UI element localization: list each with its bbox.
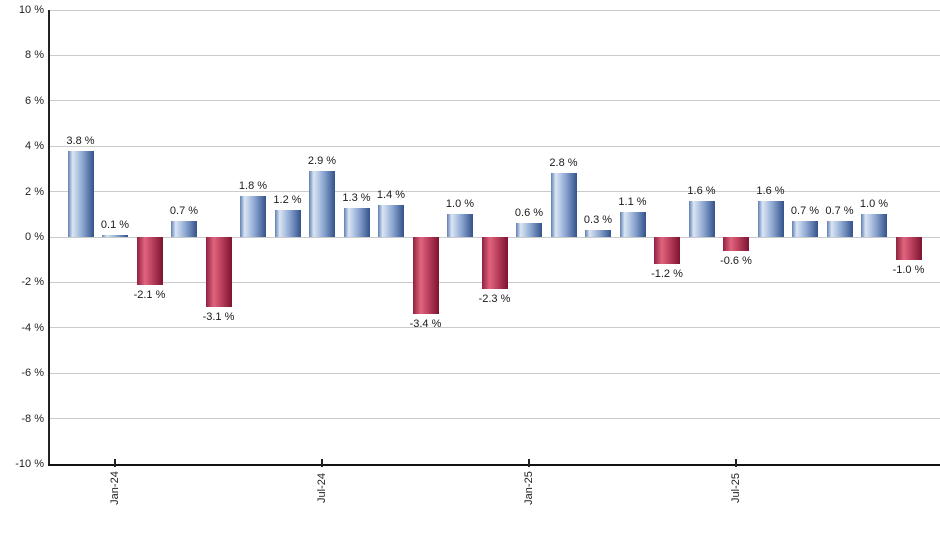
bar-positive[interactable] [585,230,611,237]
x-axis-tick [114,459,116,467]
y-axis-line [48,10,50,466]
bar-positive[interactable] [102,234,128,237]
x-axis-tick-label: Jan-24 [109,471,121,505]
bar-positive[interactable] [550,173,577,237]
bar-positive[interactable] [619,212,646,237]
x-axis-line [48,464,940,466]
gridline [49,418,940,420]
gridline [49,327,940,329]
bar-positive[interactable] [378,205,404,237]
y-axis-tick-label: 0 % [25,231,44,243]
y-axis-tick-label: 8 % [25,49,44,62]
bar-positive[interactable] [447,214,473,237]
bar-value-label: 0.6 % [514,207,544,220]
bar-positive[interactable] [309,171,335,237]
bar-positive[interactable] [516,223,542,237]
bar-negative[interactable] [205,237,232,308]
bar-value-label: 0.1 % [100,218,130,231]
bar-negative[interactable] [723,237,749,251]
gridline [49,9,940,11]
bar-value-label: -2.3 % [478,293,511,306]
bar-positive[interactable] [343,207,370,237]
bar-value-label: -3.1 % [202,311,235,324]
x-axis-tick [735,459,737,467]
y-axis-tick-label: 6 % [25,94,44,107]
y-axis-tick-label: 4 % [25,140,44,153]
bar-negative[interactable] [412,237,439,315]
bar-negative[interactable] [481,237,508,290]
y-axis-tick-label: -6 % [21,367,44,380]
bar-value-label: 0.7 % [825,205,854,218]
gridline [49,372,940,374]
bar-positive[interactable] [67,150,94,237]
bar-positive[interactable] [274,209,301,237]
bar-value-label: 1.6 % [687,184,716,197]
x-axis-tick [321,459,323,467]
bar-value-label: 1.6 % [756,184,785,197]
y-axis-tick-label: -8 % [21,412,44,425]
gridline [49,191,940,193]
bar-value-label: 1.8 % [238,180,268,193]
bar-value-label: 0.7 % [169,205,199,218]
y-axis-tick-label: 10 % [18,4,44,16]
bar-negative[interactable] [136,237,163,285]
gridline [49,145,940,147]
y-axis-tick-label: -10 % [15,458,44,470]
bar-value-label: 3.8 % [66,134,95,147]
bar-value-label: -1.0 % [892,263,925,276]
bar-value-label: 2.9 % [307,155,337,168]
x-axis-tick-label: Jan-25 [523,471,535,505]
bar-positive[interactable] [240,196,266,237]
bar-positive[interactable] [792,221,818,237]
bar-value-label: 0.3 % [583,214,613,227]
y-axis-tick-label: -2 % [21,276,44,289]
bar-value-label: 1.3 % [342,191,371,204]
bar-value-label: 1.1 % [618,196,647,208]
bar-negative[interactable] [654,237,680,265]
bar-value-label: 2.8 % [549,157,578,170]
bar-positive[interactable] [171,221,197,237]
y-axis-tick-label: 2 % [25,185,44,198]
bar-value-label: 1.4 % [376,189,406,202]
bar-positive[interactable] [861,214,887,237]
bar-value-label: 1.0 % [445,198,475,211]
y-axis-tick-label: -4 % [21,321,44,334]
bar-positive[interactable] [826,221,853,237]
bar-value-label: 1.0 % [859,198,889,211]
x-axis-tick [528,459,530,467]
bar-value-label: 1.2 % [273,193,302,206]
bar-positive[interactable] [688,200,715,237]
gridline [49,54,940,56]
bar-value-label: -1.2 % [651,268,683,281]
bar-value-label: -2.1 % [133,288,166,301]
x-axis-tick-label: Jul-24 [316,473,328,503]
bar-positive[interactable] [757,200,784,237]
bar-value-label: -3.4 % [409,318,442,331]
x-axis-tick-label: Jul-25 [730,473,742,503]
bar-negative[interactable] [895,237,922,260]
bar-value-label: -0.6 % [720,254,752,267]
gridline [49,100,940,102]
bar-value-label: 0.7 % [790,205,820,218]
